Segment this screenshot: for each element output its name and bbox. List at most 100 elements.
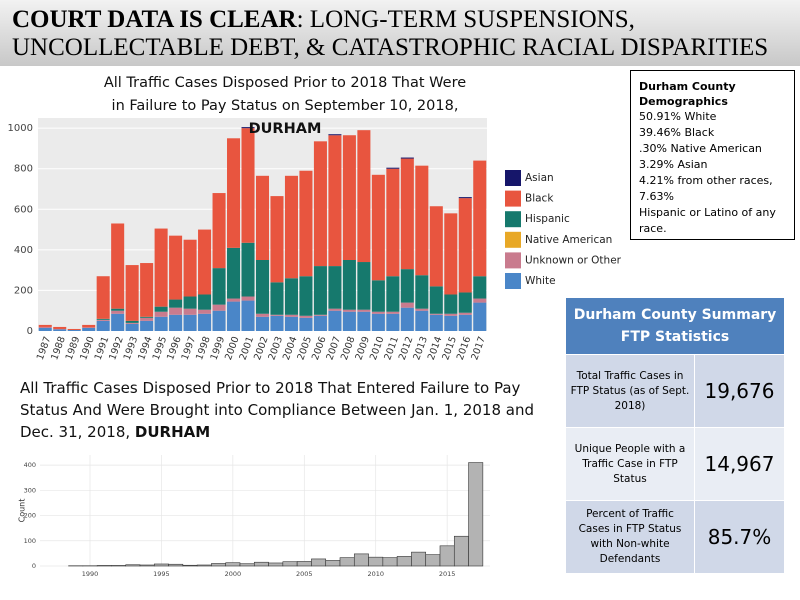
bar — [196, 564, 212, 567]
table-row: Percent of Traffic Cases in FTP Status w… — [565, 500, 785, 574]
bar-segment — [473, 276, 487, 299]
bar-segment — [183, 308, 197, 315]
bar-segment — [270, 315, 284, 331]
bar-segment — [400, 269, 414, 303]
y-tick-label: 0 — [27, 326, 33, 337]
row-label: Percent of Traffic Cases in FTP Status w… — [565, 500, 695, 574]
bar-segment — [342, 311, 356, 331]
bar-segment — [313, 266, 327, 315]
demographics-line: 7.63% — [639, 190, 674, 203]
bar-segment — [386, 313, 400, 331]
bar-segment — [400, 302, 414, 308]
bar-segment — [270, 196, 284, 283]
bar-segment — [96, 276, 110, 319]
legend-label: Black — [525, 193, 554, 205]
bar — [382, 557, 398, 567]
bar-segment — [371, 174, 385, 281]
bar-segment — [154, 311, 168, 317]
bar-segment — [212, 193, 226, 269]
y-tick-label: 400 — [24, 461, 36, 469]
bar-segment — [400, 157, 414, 159]
bar-segment — [371, 311, 385, 314]
bar-segment — [299, 315, 313, 318]
bar-segment — [299, 170, 313, 277]
bar-segment — [386, 311, 400, 314]
bar-segment — [125, 320, 139, 323]
bar-segment — [111, 310, 125, 314]
bar-segment — [212, 268, 226, 305]
bar-segment — [328, 135, 342, 267]
demographics-title: Durham County Demographics — [639, 80, 736, 108]
bar-segment — [169, 235, 183, 300]
bar-segment — [255, 175, 270, 260]
y-tick-label: 200 — [14, 285, 33, 296]
legend-label: White — [525, 275, 556, 287]
bar-segment — [38, 326, 52, 328]
bar-segment — [284, 314, 298, 317]
bar-segment — [386, 276, 400, 312]
bar-segment — [183, 314, 197, 331]
bar-segment — [444, 213, 458, 295]
row-label: Unique People with a Traffic Case in FTP… — [565, 427, 695, 501]
bar — [282, 561, 298, 567]
bar-segment — [415, 275, 429, 309]
bar-segment — [255, 260, 270, 314]
bar-segment — [299, 276, 313, 316]
bar-segment — [227, 247, 241, 299]
bar-segment — [255, 313, 270, 317]
bar-segment — [38, 327, 52, 331]
bar-segment — [429, 314, 443, 331]
bar-segment — [96, 320, 110, 331]
bar-segment — [82, 327, 96, 328]
x-tick-label: 2015 — [439, 570, 456, 578]
bar — [368, 556, 384, 567]
bar-segment — [313, 314, 327, 316]
bar-segment — [473, 302, 487, 331]
bar — [453, 535, 469, 567]
bar-segment — [82, 324, 96, 328]
bar-segment — [444, 294, 458, 314]
bar-segment — [140, 263, 154, 317]
bar — [311, 558, 327, 567]
bar — [425, 554, 441, 567]
chart-title: All Traffic Cases Disposed Prior to 2018… — [20, 377, 540, 443]
bar-segment — [198, 294, 212, 310]
bar-segment — [458, 292, 472, 313]
bar-segment — [328, 266, 342, 309]
table-header: Durham County Summary FTP Statistics — [565, 297, 785, 355]
bar-segment — [125, 323, 139, 331]
bar-segment — [125, 322, 139, 324]
bar-segment — [183, 239, 197, 297]
demographics-line: Hispanic or Latino of any race. — [639, 206, 776, 235]
bar — [468, 462, 484, 567]
bar — [125, 564, 141, 567]
bar-segment — [328, 310, 342, 331]
x-tick-label: 2010 — [367, 570, 384, 578]
row-value: 85.7% — [694, 500, 785, 574]
chart-title-bold: DURHAM — [248, 121, 322, 137]
bar-segment — [227, 301, 241, 331]
bar-segment — [82, 327, 96, 331]
bar-segment — [342, 309, 356, 312]
bar-segment — [299, 317, 313, 331]
bar-segment — [458, 197, 472, 199]
chart-title-text: All Traffic Cases Disposed Prior to 2018… — [20, 379, 534, 441]
bar-segment — [67, 328, 81, 330]
bar-segment — [53, 329, 67, 331]
bar — [325, 560, 341, 567]
demographics-line: 3.29% Asian — [639, 158, 708, 171]
chart-title-bold: DURHAM — [134, 423, 211, 441]
bar — [225, 562, 241, 567]
row-value: 14,967 — [694, 427, 785, 501]
bar-segment — [429, 206, 443, 287]
bar-segment — [371, 313, 385, 331]
bar-segment — [415, 308, 429, 311]
bar-segment — [67, 329, 81, 331]
bar — [96, 565, 112, 567]
bar-segment — [140, 320, 154, 331]
bar-segment — [458, 314, 472, 331]
bar — [153, 563, 169, 567]
bar-segment — [169, 299, 183, 308]
bar-segment — [227, 298, 241, 302]
